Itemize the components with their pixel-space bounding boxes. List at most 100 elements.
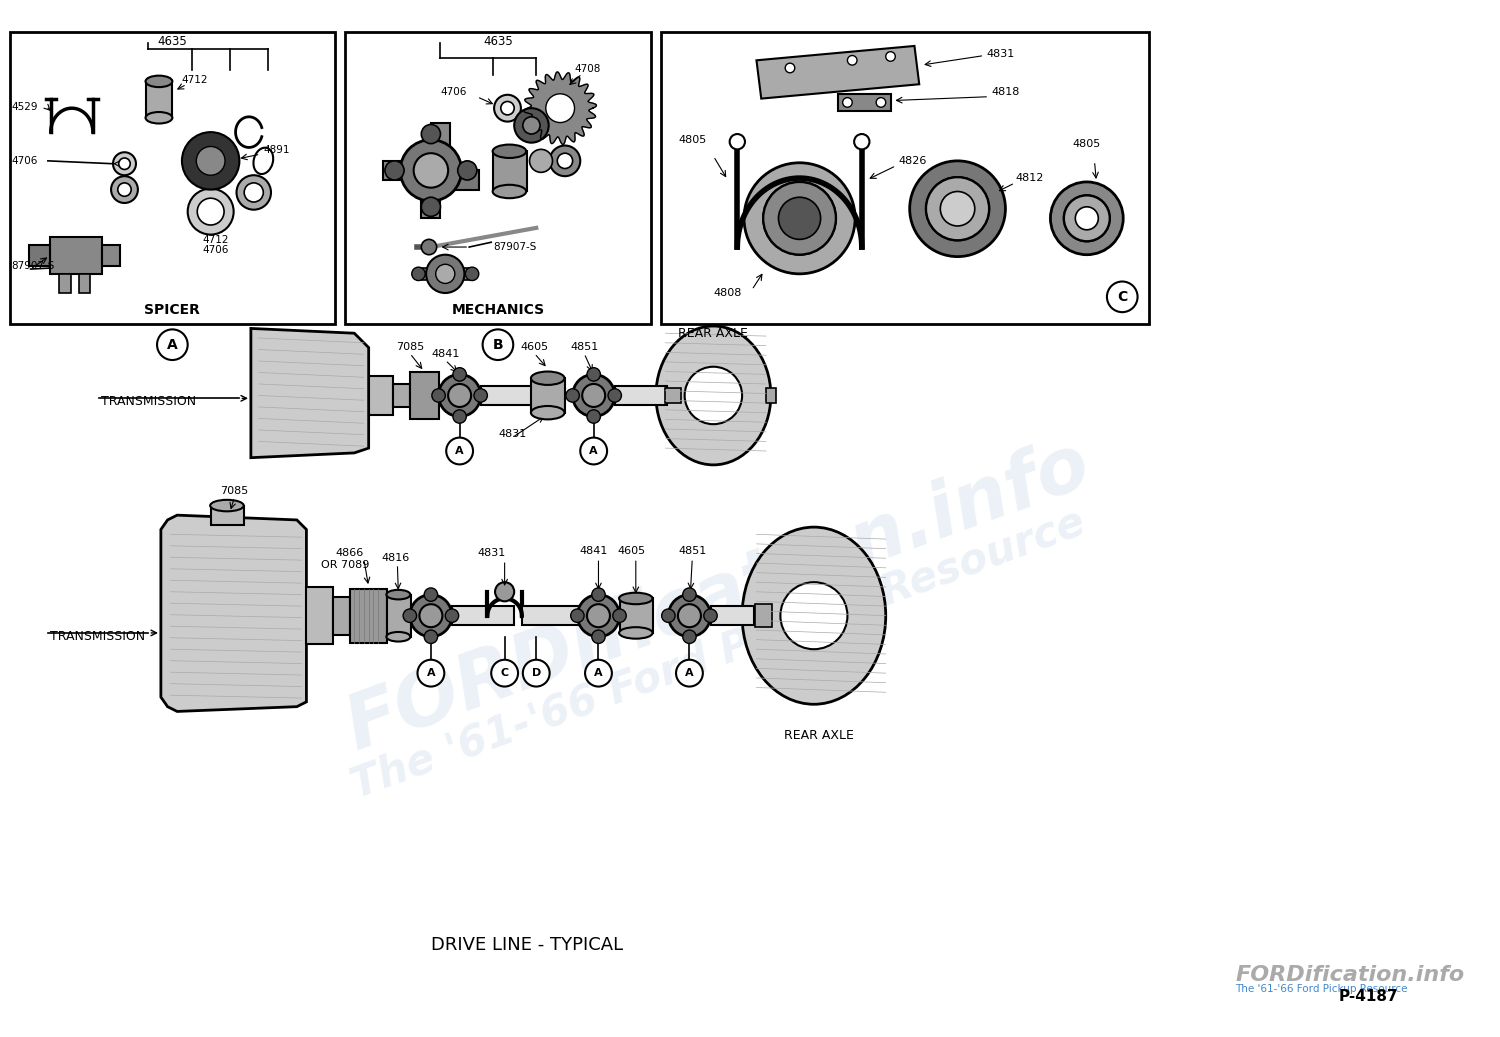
Circle shape	[608, 389, 621, 402]
Circle shape	[438, 374, 480, 417]
Circle shape	[426, 255, 465, 293]
Circle shape	[446, 609, 459, 622]
Circle shape	[404, 609, 417, 622]
Circle shape	[704, 609, 717, 622]
Bar	[146, 81, 172, 118]
Text: 4816: 4816	[381, 553, 410, 563]
Bar	[430, 170, 478, 190]
Bar	[410, 371, 438, 419]
Circle shape	[546, 93, 574, 122]
Bar	[78, 274, 90, 293]
Text: 4529: 4529	[12, 103, 38, 112]
Text: D: D	[531, 668, 542, 678]
Text: C: C	[501, 668, 509, 678]
Text: A: A	[456, 446, 464, 456]
Circle shape	[495, 582, 514, 601]
Bar	[531, 379, 566, 413]
Circle shape	[669, 594, 711, 637]
Circle shape	[843, 97, 852, 107]
Circle shape	[237, 175, 272, 209]
Bar	[306, 587, 333, 644]
Circle shape	[420, 605, 442, 627]
Circle shape	[494, 94, 520, 121]
Circle shape	[744, 163, 855, 274]
Circle shape	[1064, 195, 1110, 242]
Circle shape	[614, 609, 626, 622]
Bar	[452, 606, 514, 625]
Text: 4831: 4831	[477, 549, 506, 558]
Bar	[351, 589, 387, 643]
Circle shape	[778, 197, 820, 240]
Text: REAR AXLE: REAR AXLE	[784, 729, 853, 741]
Circle shape	[885, 52, 896, 61]
Circle shape	[580, 438, 608, 465]
Circle shape	[188, 189, 234, 234]
Circle shape	[784, 63, 795, 73]
Text: 4831: 4831	[498, 429, 526, 439]
Text: TRANSMISSION: TRANSMISSION	[50, 630, 146, 643]
Text: TRANSMISSION: TRANSMISSION	[100, 395, 195, 409]
Polygon shape	[524, 72, 597, 144]
Circle shape	[578, 594, 620, 637]
Text: 4818: 4818	[992, 87, 1020, 97]
Circle shape	[198, 198, 223, 225]
Bar	[480, 386, 562, 405]
Polygon shape	[160, 515, 306, 711]
Circle shape	[684, 367, 742, 424]
Circle shape	[592, 630, 604, 644]
Bar	[60, 274, 70, 293]
Ellipse shape	[387, 632, 411, 642]
Circle shape	[414, 153, 448, 188]
Text: 4706: 4706	[202, 245, 228, 255]
Ellipse shape	[620, 627, 652, 639]
Bar	[422, 170, 441, 219]
Text: 4712: 4712	[182, 75, 209, 85]
Bar	[522, 606, 584, 625]
Bar	[387, 594, 411, 637]
Text: 4635: 4635	[158, 35, 188, 49]
Circle shape	[549, 145, 580, 176]
Circle shape	[682, 630, 696, 644]
Circle shape	[573, 374, 615, 417]
Circle shape	[926, 177, 988, 241]
Text: 4805: 4805	[678, 135, 706, 145]
Circle shape	[678, 605, 700, 627]
Polygon shape	[756, 46, 920, 99]
Circle shape	[524, 660, 549, 686]
Circle shape	[158, 330, 188, 360]
Text: C: C	[1118, 289, 1128, 304]
Text: 4891: 4891	[264, 144, 290, 155]
Bar	[393, 384, 410, 407]
Circle shape	[446, 438, 472, 465]
Text: MECHANICS: MECHANICS	[452, 303, 544, 316]
Circle shape	[422, 197, 441, 217]
Ellipse shape	[210, 500, 243, 511]
Circle shape	[566, 389, 579, 402]
Text: OR 7089: OR 7089	[321, 560, 369, 569]
Text: 4605: 4605	[520, 342, 549, 353]
Text: 4712: 4712	[202, 234, 228, 245]
Text: FORDification.info: FORDification.info	[336, 427, 1100, 765]
Circle shape	[474, 389, 488, 402]
Text: B: B	[492, 338, 502, 352]
Bar	[754, 605, 772, 627]
Bar	[102, 245, 120, 267]
Circle shape	[586, 410, 600, 423]
Ellipse shape	[531, 407, 564, 419]
Circle shape	[244, 183, 264, 202]
Circle shape	[853, 134, 870, 149]
Circle shape	[118, 158, 130, 169]
Ellipse shape	[742, 527, 885, 704]
Circle shape	[458, 161, 477, 180]
Circle shape	[400, 140, 462, 201]
Circle shape	[940, 192, 975, 226]
Circle shape	[417, 660, 444, 686]
Text: 4851: 4851	[678, 546, 706, 556]
Text: A: A	[166, 338, 177, 352]
Text: SPICER: SPICER	[144, 303, 201, 316]
Text: 4706: 4706	[441, 87, 466, 97]
Bar	[446, 269, 474, 280]
Circle shape	[448, 384, 471, 407]
Circle shape	[1107, 281, 1137, 312]
Text: 4826: 4826	[898, 156, 927, 166]
